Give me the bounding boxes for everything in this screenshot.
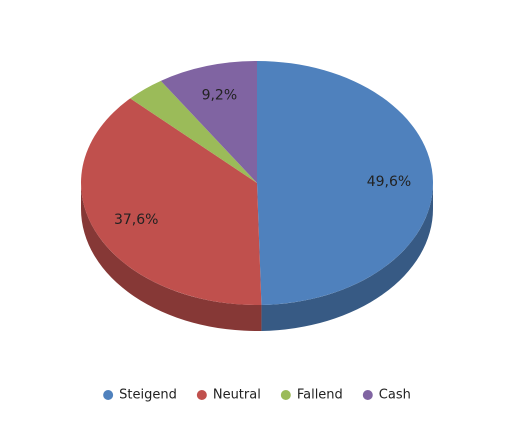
- data-label: 9,2%: [202, 87, 238, 103]
- legend-label: Cash: [379, 388, 411, 403]
- legend-marker: [362, 390, 373, 400]
- slice-side: [261, 183, 433, 331]
- data-label: 37,6%: [114, 212, 158, 228]
- slice: [160, 61, 257, 183]
- slice: [81, 98, 262, 305]
- legend-marker: [196, 390, 207, 400]
- slice-side: [81, 183, 262, 331]
- slice: [130, 80, 257, 183]
- data-label: 49,6%: [367, 174, 411, 190]
- legend-label: Fallend: [297, 388, 343, 403]
- legend-label: Neutral: [213, 388, 261, 403]
- legend-label: Steigend: [119, 388, 177, 403]
- legend-marker: [103, 390, 114, 400]
- slice: [257, 61, 433, 305]
- legend-marker: [280, 390, 291, 400]
